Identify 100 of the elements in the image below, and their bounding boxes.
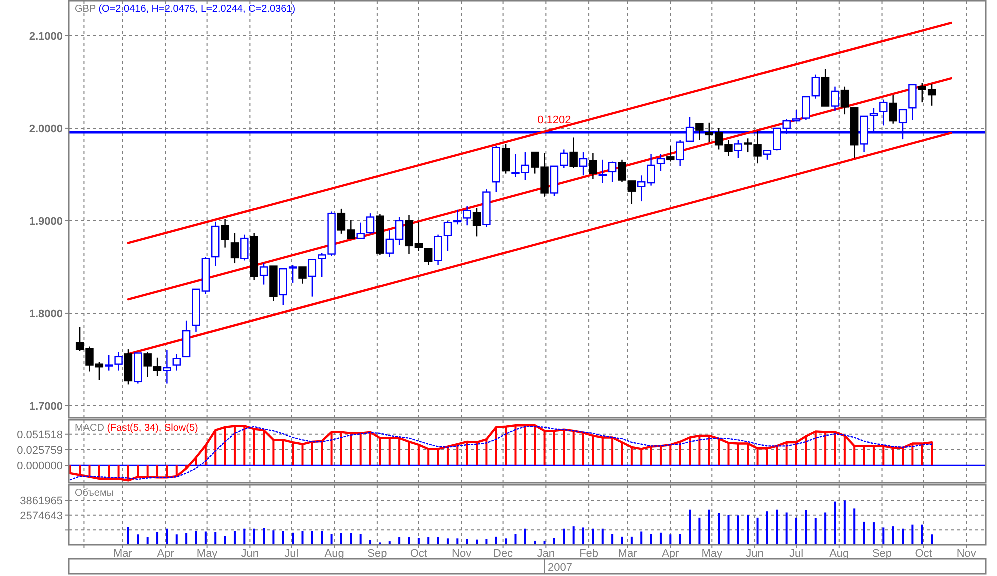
y-tick-label: 1.9000 <box>29 216 63 228</box>
bar <box>872 522 875 545</box>
bar <box>612 534 614 545</box>
bar <box>311 531 314 545</box>
bar <box>670 444 672 466</box>
bar <box>253 528 256 545</box>
bar <box>476 442 478 466</box>
y-tick-label: 1.7000 <box>29 400 63 413</box>
bar <box>844 500 846 545</box>
candlestick <box>598 159 607 184</box>
candlestick <box>240 234 249 262</box>
y-tick-label: 3861965 <box>20 496 63 508</box>
bar <box>330 534 333 545</box>
bar <box>350 433 352 466</box>
bar <box>708 510 710 545</box>
bar <box>776 446 778 466</box>
bar <box>302 444 304 466</box>
bar <box>544 431 546 466</box>
bar <box>592 528 594 545</box>
bar <box>621 442 624 466</box>
bar <box>176 534 178 545</box>
bar <box>350 533 352 545</box>
bar <box>137 466 140 478</box>
candlestick <box>734 140 743 159</box>
bar <box>563 528 566 545</box>
bar <box>514 534 517 545</box>
bar <box>292 532 294 545</box>
bar <box>872 446 875 466</box>
candlestick <box>366 212 375 235</box>
bar <box>592 436 594 466</box>
bar <box>796 518 798 545</box>
bar <box>495 427 498 466</box>
bar <box>824 512 827 545</box>
bar <box>766 448 768 466</box>
bar <box>88 466 91 478</box>
x-tick-label: Jul <box>789 548 804 560</box>
bar <box>563 430 566 466</box>
bar <box>854 446 856 466</box>
bar <box>456 538 459 545</box>
x-tick-label: Apr <box>662 548 680 560</box>
candlestick <box>570 137 578 169</box>
bar <box>244 528 246 545</box>
bar <box>640 532 643 545</box>
bar <box>824 432 827 466</box>
bar <box>921 524 924 545</box>
bar <box>321 531 324 545</box>
bar <box>640 449 643 466</box>
bar <box>166 528 168 545</box>
bar <box>814 518 817 545</box>
bar <box>737 444 740 466</box>
bar <box>630 536 633 545</box>
bar <box>805 510 808 545</box>
candlestick <box>356 222 365 240</box>
bar <box>418 444 420 466</box>
bar <box>186 533 188 545</box>
bar <box>882 446 885 466</box>
x-tick-label: Jun <box>746 548 764 560</box>
bar <box>446 538 449 545</box>
candlestick <box>472 207 482 238</box>
bar <box>137 534 140 545</box>
bar <box>234 531 236 545</box>
bar <box>340 432 342 466</box>
bar <box>146 466 149 478</box>
bar <box>495 536 498 545</box>
bar <box>766 512 768 545</box>
bar <box>486 440 488 466</box>
x-tick-label: Jan <box>537 548 556 560</box>
bar <box>863 446 866 466</box>
bar <box>612 438 614 466</box>
bar <box>912 444 914 466</box>
bar <box>747 515 750 545</box>
chart-subtitle: (Fast(5, 34), Slow(5) <box>104 423 198 434</box>
bar <box>931 534 934 545</box>
bar <box>621 536 624 545</box>
candlestick <box>502 144 510 174</box>
chart-title: GBP <box>75 4 96 15</box>
text: 2007 <box>548 562 572 574</box>
x-tick-label: Oct <box>915 548 932 560</box>
candlestick <box>880 99 888 126</box>
bar <box>679 534 682 545</box>
bar <box>505 538 508 545</box>
bar <box>272 530 275 545</box>
bar <box>446 446 449 466</box>
bar <box>863 522 866 545</box>
bar <box>428 449 430 466</box>
y-tick-label: 2574643 <box>20 510 63 522</box>
bar <box>379 438 382 466</box>
bar <box>437 449 440 466</box>
candlestick <box>221 218 230 248</box>
bar <box>718 513 720 545</box>
candlestick <box>230 232 240 264</box>
bar <box>272 440 275 466</box>
candlestick <box>560 149 568 169</box>
bar <box>844 436 846 466</box>
bar <box>650 446 652 466</box>
bar <box>466 442 468 466</box>
bar <box>360 534 362 545</box>
bar <box>630 447 633 466</box>
bar <box>786 512 788 545</box>
bar <box>486 539 488 545</box>
